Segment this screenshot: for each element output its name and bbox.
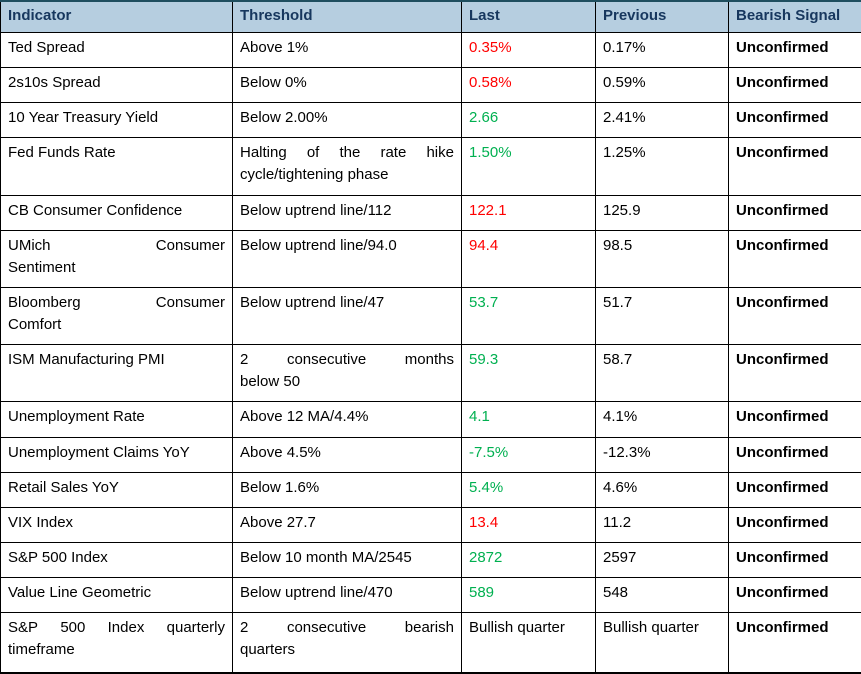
cell-last: 1.50% <box>461 136 596 196</box>
cell-threshold: Above 12 MA/4.4% <box>232 400 462 438</box>
table-row: Bloomberg Consumer Comfort Below uptrend l… <box>0 286 861 345</box>
cell-previous: 98.5 <box>595 229 729 288</box>
cell-indicator: Unemployment Claims YoY <box>0 436 233 473</box>
cell-threshold: Halting of the rate hike cycle/tightening pha… <box>232 136 462 196</box>
cell-bearish-signal: Unconfirmed <box>728 541 861 578</box>
cell-last: -7.5% <box>461 436 596 473</box>
cell-previous: 4.1% <box>595 400 729 438</box>
cell-indicator: CB Consumer Confidence <box>0 194 233 231</box>
cell-previous: 2.41% <box>595 101 729 138</box>
column-header-last: Last <box>461 0 596 33</box>
header-row: Indicator Threshold Last Previous Bearis… <box>0 0 861 33</box>
cell-bearish-signal: Unconfirmed <box>728 66 861 103</box>
cell-threshold: Below uptrend line/470 <box>232 576 462 613</box>
table-row: Retail Sales YoY Below 1.6% 5.4% 4.6% Un… <box>0 471 861 508</box>
column-header-previous: Previous <box>595 0 729 33</box>
cell-last: 4.1 <box>461 400 596 438</box>
cell-last: 5.4% <box>461 471 596 508</box>
cell-threshold: Above 27.7 <box>232 506 462 543</box>
cell-indicator: Bloomberg Consumer Comfort <box>0 286 233 345</box>
cell-threshold: Below 2.00% <box>232 101 462 138</box>
cell-indicator: UMich Consumer Sentiment <box>0 229 233 288</box>
table-row: VIX Index Above 27.7 13.4 11.2 Unconfirm… <box>0 506 861 543</box>
cell-bearish-signal: Unconfirmed <box>728 400 861 438</box>
cell-last: 2872 <box>461 541 596 578</box>
cell-indicator: Value Line Geometric <box>0 576 233 613</box>
cell-threshold: Above 1% <box>232 31 462 68</box>
cell-threshold: Below uptrend line/112 <box>232 194 462 231</box>
cell-previous: 51.7 <box>595 286 729 345</box>
cell-last: 0.58% <box>461 66 596 103</box>
cell-indicator: 10 Year Treasury Yield <box>0 101 233 138</box>
table-row: 2s10s Spread Below 0% 0.58% 0.59% Unconf… <box>0 66 861 103</box>
cell-indicator: 2s10s Spread <box>0 66 233 103</box>
cell-threshold: Below 10 month MA/2545 <box>232 541 462 578</box>
cell-threshold: 2 consecutive months below 50 <box>232 343 462 402</box>
cell-previous: -12.3% <box>595 436 729 473</box>
cell-previous: 0.17% <box>595 31 729 68</box>
table-row: ISM Manufacturing PMI 2 consecutive months… <box>0 343 861 402</box>
cell-previous: 1.25% <box>595 136 729 196</box>
table-row: Ted Spread Above 1% 0.35% 0.17% Unconfir… <box>0 31 861 68</box>
cell-last: 59.3 <box>461 343 596 402</box>
cell-last: 94.4 <box>461 229 596 288</box>
cell-indicator: S&P 500 Index <box>0 541 233 578</box>
table-row: Value Line Geometric Below uptrend line/… <box>0 576 861 613</box>
cell-bearish-signal: Unconfirmed <box>728 194 861 231</box>
column-header-indicator: Indicator <box>0 0 233 33</box>
column-header-bearish-signal: Bearish Signal <box>728 0 861 33</box>
cell-bearish-signal: Unconfirmed <box>728 343 861 402</box>
cell-indicator: VIX Index <box>0 506 233 543</box>
cell-threshold: Below uptrend line/94.0 <box>232 229 462 288</box>
cell-bearish-signal: Unconfirmed <box>728 31 861 68</box>
cell-indicator: Retail Sales YoY <box>0 471 233 508</box>
cell-previous: Bullish quarter <box>595 611 729 674</box>
cell-bearish-signal: Unconfirmed <box>728 576 861 613</box>
cell-last: 0.35% <box>461 31 596 68</box>
cell-last: 122.1 <box>461 194 596 231</box>
cell-threshold: Below 0% <box>232 66 462 103</box>
cell-bearish-signal: Unconfirmed <box>728 436 861 473</box>
cell-last: 2.66 <box>461 101 596 138</box>
cell-threshold: Below uptrend line/47 <box>232 286 462 345</box>
cell-previous: 2597 <box>595 541 729 578</box>
column-header-threshold: Threshold <box>232 0 462 33</box>
table-row: UMich Consumer Sentiment Below uptrend lin… <box>0 229 861 288</box>
cell-bearish-signal: Unconfirmed <box>728 506 861 543</box>
table-row: S&P 500 Index quarterly timeframe 2 consecuti… <box>0 611 861 674</box>
cell-indicator: ISM Manufacturing PMI <box>0 343 233 402</box>
table-row: Unemployment Claims YoY Above 4.5% -7.5%… <box>0 436 861 473</box>
cell-bearish-signal: Unconfirmed <box>728 101 861 138</box>
cell-indicator: S&P 500 Index quarterly timeframe <box>0 611 233 674</box>
cell-last: Bullish quarter <box>461 611 596 674</box>
cell-indicator: Fed Funds Rate <box>0 136 233 196</box>
table-row: CB Consumer Confidence Below uptrend lin… <box>0 194 861 231</box>
cell-indicator: Unemployment Rate <box>0 400 233 438</box>
cell-previous: 4.6% <box>595 471 729 508</box>
cell-last: 53.7 <box>461 286 596 345</box>
cell-threshold: Below 1.6% <box>232 471 462 508</box>
cell-indicator: Ted Spread <box>0 31 233 68</box>
table-row: 10 Year Treasury Yield Below 2.00% 2.66 … <box>0 101 861 138</box>
cell-last: 13.4 <box>461 506 596 543</box>
table-row: Unemployment Rate Above 12 MA/4.4% 4.1 4… <box>0 400 861 438</box>
table-row: S&P 500 Index Below 10 month MA/2545 287… <box>0 541 861 578</box>
cell-previous: 548 <box>595 576 729 613</box>
cell-previous: 58.7 <box>595 343 729 402</box>
cell-bearish-signal: Unconfirmed <box>728 286 861 345</box>
cell-previous: 11.2 <box>595 506 729 543</box>
cell-bearish-signal: Unconfirmed <box>728 471 861 508</box>
cell-previous: 125.9 <box>595 194 729 231</box>
cell-bearish-signal: Unconfirmed <box>728 229 861 288</box>
cell-previous: 0.59% <box>595 66 729 103</box>
table-body: Ted Spread Above 1% 0.35% 0.17% Unconfir… <box>0 31 861 674</box>
cell-threshold: 2 consecutive bearish quarters <box>232 611 462 674</box>
table-row: Fed Funds Rate Halting of the rate hike cycle… <box>0 136 861 196</box>
cell-bearish-signal: Unconfirmed <box>728 136 861 196</box>
cell-threshold: Above 4.5% <box>232 436 462 473</box>
cell-bearish-signal: Unconfirmed <box>728 611 861 674</box>
cell-last: 589 <box>461 576 596 613</box>
